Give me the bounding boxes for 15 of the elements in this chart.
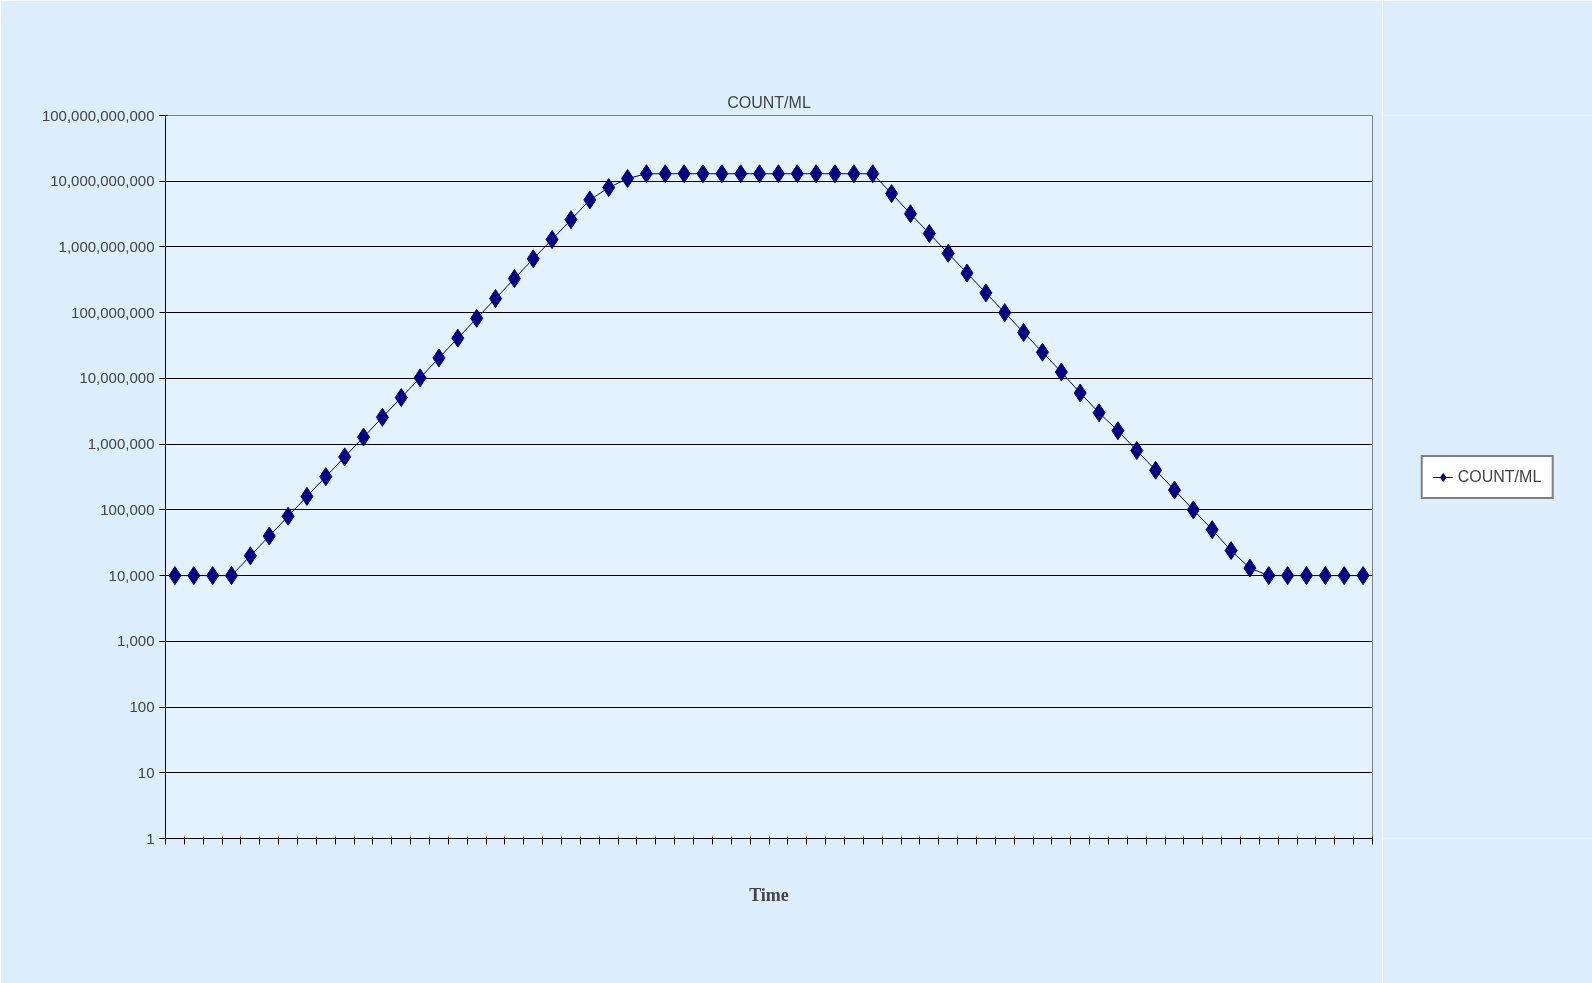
y-tick-label: 1 bbox=[146, 829, 155, 847]
y-tick-label: 10,000,000,000 bbox=[50, 172, 155, 190]
legend-label: COUNT/ML bbox=[1457, 467, 1542, 486]
y-tick-label: 100,000,000 bbox=[71, 303, 155, 321]
y-tick-label: 1,000 bbox=[116, 632, 155, 650]
y-tick-label: 10,000,000 bbox=[79, 369, 155, 387]
x-axis-title: Time bbox=[749, 884, 789, 905]
y-tick-label: 100,000,000,000 bbox=[41, 106, 155, 124]
chart-title: COUNT/ML bbox=[727, 93, 811, 111]
y-tick-label: 10,000 bbox=[108, 566, 155, 584]
y-tick-label: 1,000,000,000 bbox=[58, 237, 155, 255]
y-tick-label: 100 bbox=[129, 698, 155, 716]
y-tick-label: 10 bbox=[137, 763, 155, 781]
y-tick-label: 1,000,000 bbox=[87, 435, 155, 453]
y-tick-label: 100,000 bbox=[100, 500, 155, 518]
